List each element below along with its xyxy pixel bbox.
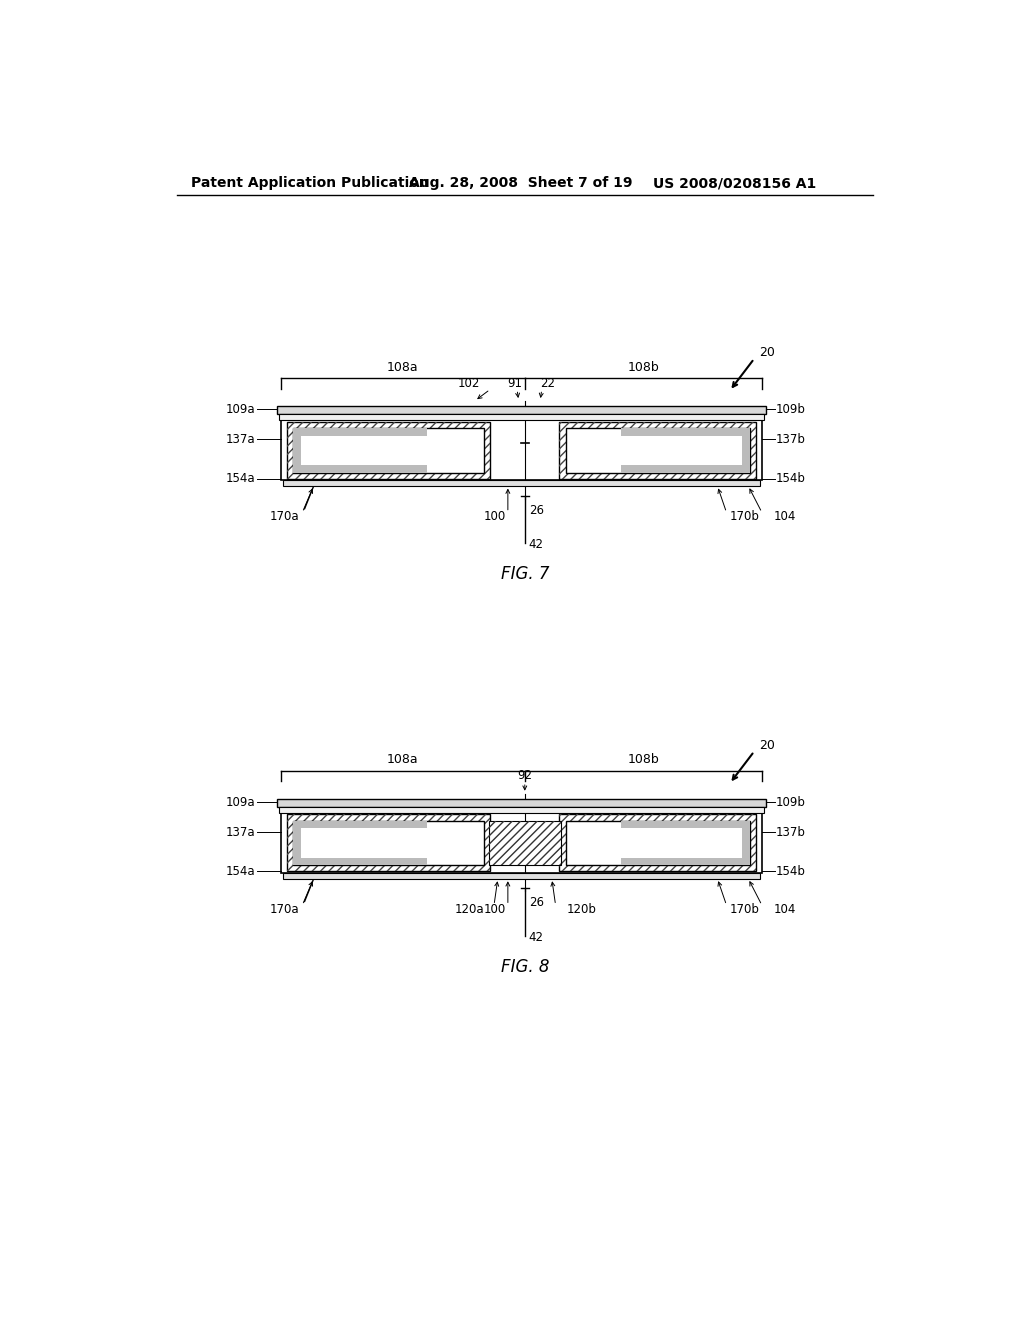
Bar (287, 814, 490, 871)
Text: 26: 26 (528, 896, 544, 909)
Bar (283, 873, 760, 879)
Text: 22: 22 (541, 376, 555, 389)
Text: 154a: 154a (225, 865, 255, 878)
Bar (281, 420, 762, 480)
Bar (293, 821, 301, 866)
Bar (488, 821, 561, 866)
Text: 108b: 108b (628, 754, 659, 767)
Text: 109a: 109a (225, 796, 255, 809)
Bar (293, 821, 427, 829)
Bar (742, 821, 750, 866)
Text: 109b: 109b (776, 796, 806, 809)
Bar (287, 422, 490, 479)
Bar (287, 422, 490, 479)
Text: 137a: 137a (225, 433, 255, 446)
Text: Patent Application Publication: Patent Application Publication (190, 176, 428, 190)
Text: 42: 42 (528, 931, 544, 944)
Bar (559, 814, 756, 871)
Text: FIG. 8: FIG. 8 (501, 958, 549, 975)
Text: 104: 104 (774, 510, 797, 523)
Text: 170b: 170b (729, 903, 759, 916)
Bar (293, 428, 427, 436)
Bar (280, 807, 764, 813)
Bar (742, 428, 750, 473)
Text: Aug. 28, 2008  Sheet 7 of 19: Aug. 28, 2008 Sheet 7 of 19 (410, 176, 633, 190)
Text: 108a: 108a (387, 360, 419, 374)
Text: 137b: 137b (776, 825, 806, 838)
Text: 26: 26 (528, 504, 544, 517)
Bar (621, 821, 750, 829)
Text: 104: 104 (774, 903, 797, 916)
Bar (621, 465, 750, 473)
Text: 170a: 170a (269, 903, 299, 916)
Text: 154a: 154a (225, 473, 255, 486)
Bar (559, 422, 756, 479)
Bar (621, 858, 750, 866)
Bar (488, 821, 561, 866)
Text: 108a: 108a (387, 754, 419, 767)
Bar (293, 465, 427, 473)
Text: 109a: 109a (225, 403, 255, 416)
Text: 170b: 170b (729, 510, 759, 523)
Text: 108b: 108b (628, 360, 659, 374)
Text: 91: 91 (507, 376, 522, 389)
Bar (281, 813, 762, 873)
Bar (565, 821, 750, 866)
Text: 100: 100 (483, 510, 506, 523)
Text: 100: 100 (483, 903, 506, 916)
Bar (621, 428, 750, 436)
Bar (565, 428, 750, 473)
Text: 170a: 170a (269, 510, 299, 523)
Bar (280, 414, 764, 420)
Text: 20: 20 (759, 739, 775, 751)
Bar (283, 480, 760, 487)
Text: FIG. 7: FIG. 7 (501, 565, 549, 583)
Text: 42: 42 (528, 539, 544, 552)
Text: 137a: 137a (225, 825, 255, 838)
Bar (293, 858, 427, 866)
Text: 154b: 154b (776, 865, 806, 878)
Text: US 2008/0208156 A1: US 2008/0208156 A1 (652, 176, 816, 190)
Bar (287, 814, 490, 871)
Bar (293, 821, 484, 866)
Text: 109b: 109b (776, 403, 806, 416)
Text: 20: 20 (759, 346, 775, 359)
Text: 92: 92 (517, 770, 532, 783)
Bar (293, 428, 484, 473)
Text: 120a: 120a (455, 903, 484, 916)
Bar (276, 407, 766, 414)
Bar (276, 799, 766, 807)
Bar (293, 428, 301, 473)
Bar (559, 422, 756, 479)
Text: 120b: 120b (567, 903, 597, 916)
Text: 102: 102 (458, 376, 480, 389)
Text: 137b: 137b (776, 433, 806, 446)
Text: 154b: 154b (776, 473, 806, 486)
Bar (559, 814, 756, 871)
